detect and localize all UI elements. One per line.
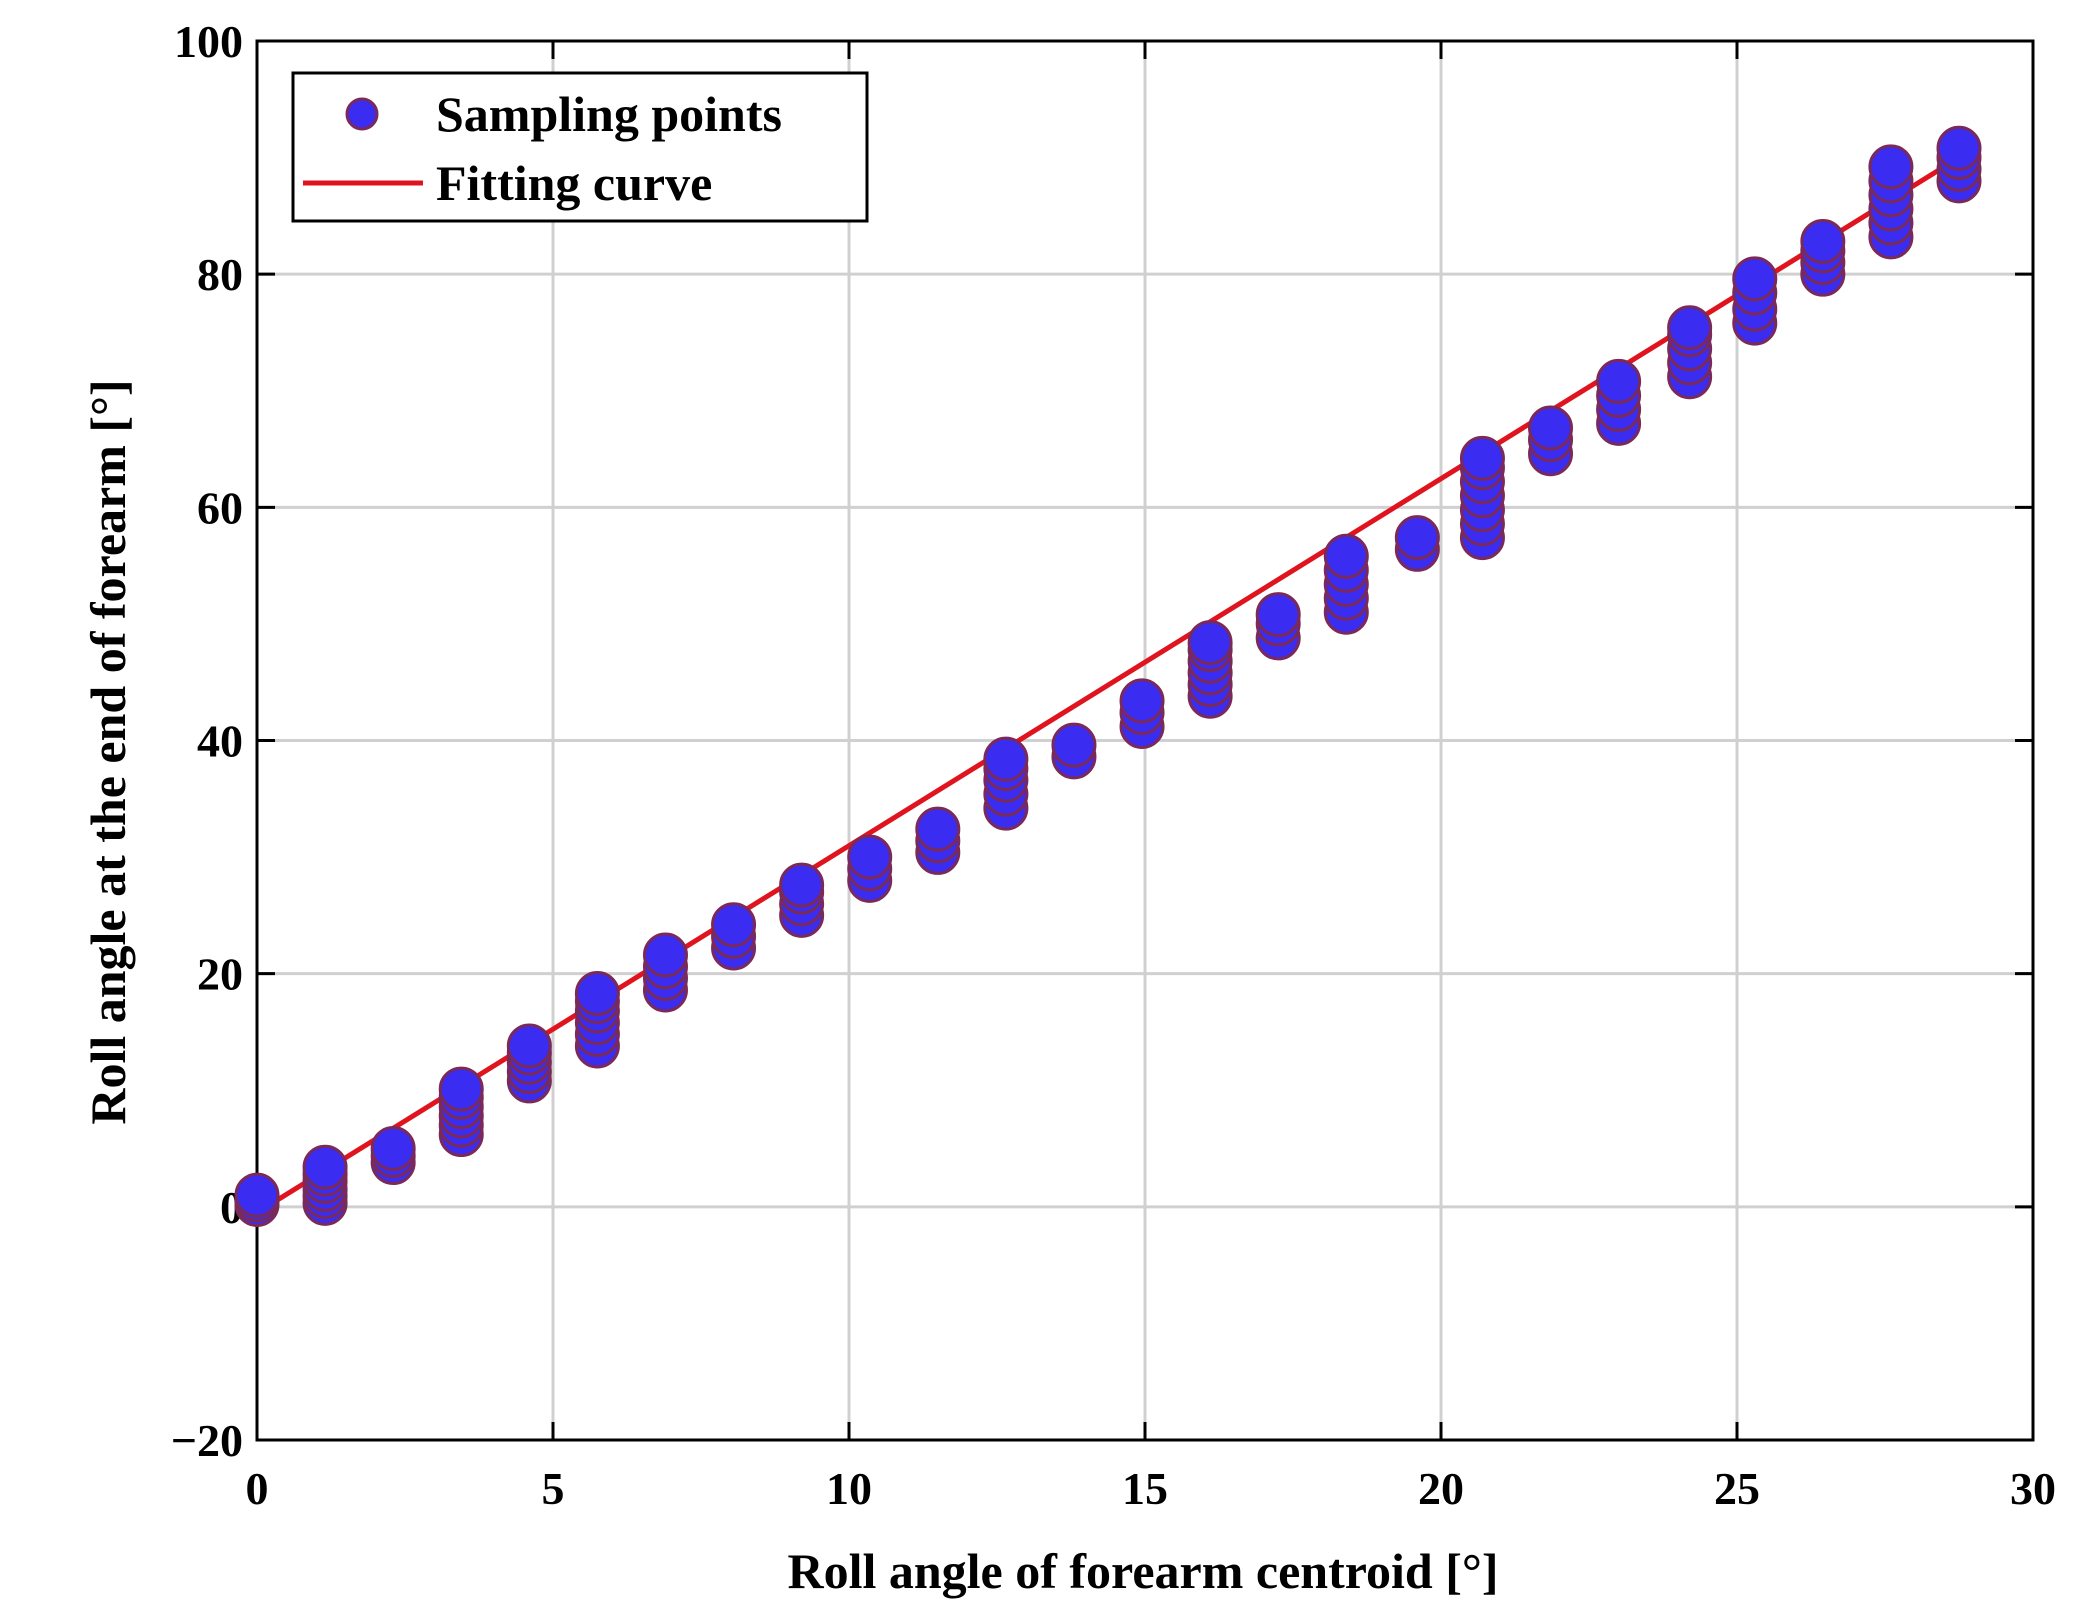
legend-label-fitting-curve: Fitting curve — [436, 155, 712, 211]
sampling-points-series — [234, 125, 1982, 1228]
legend-label-sampling-points: Sampling points — [436, 86, 782, 142]
sampling-point — [779, 862, 825, 908]
y-tick-label: 80 — [197, 249, 243, 300]
sampling-point — [711, 902, 757, 948]
sampling-point — [1051, 722, 1097, 768]
sampling-point — [983, 736, 1029, 782]
x-tick-label: 5 — [542, 1463, 565, 1514]
sampling-point — [1868, 144, 1914, 190]
sampling-point — [574, 970, 620, 1016]
sampling-point — [370, 1126, 416, 1172]
x-tick-label: 10 — [826, 1463, 872, 1514]
y-tick-label: −20 — [171, 1415, 243, 1466]
sampling-point — [302, 1144, 348, 1190]
y-tick-label: 100 — [174, 16, 243, 67]
x-tick-label: 20 — [1418, 1463, 1464, 1514]
sampling-point — [847, 834, 893, 880]
sampling-point — [1459, 435, 1505, 481]
sampling-point — [1596, 358, 1642, 404]
sampling-point — [1732, 256, 1778, 302]
sampling-point — [1528, 405, 1574, 451]
x-tick-label: 15 — [1122, 1463, 1168, 1514]
legend-marker-sampling-points — [345, 97, 379, 131]
sampling-point — [1323, 533, 1369, 579]
sampling-point — [1119, 678, 1165, 724]
sampling-point — [1667, 305, 1713, 351]
sampling-point — [438, 1066, 484, 1112]
y-axis-label: Roll angle at the end of forearm [°] — [80, 379, 136, 1124]
sampling-point — [915, 806, 961, 852]
y-tick-label: 40 — [197, 716, 243, 767]
sampling-point — [1255, 592, 1301, 638]
sampling-point — [1936, 125, 1982, 171]
x-ticks: 0 5 10 15 20 25 30 — [246, 41, 2056, 1514]
sampling-point — [1187, 620, 1233, 666]
x-tick-label: 0 — [246, 1463, 269, 1514]
y-tick-label: 60 — [197, 482, 243, 533]
legend-box — [291, 71, 869, 223]
legend: Sampling points Fitting curve — [291, 71, 869, 223]
x-tick-label: 30 — [2010, 1463, 2056, 1514]
x-tick-label: 25 — [1714, 1463, 1760, 1514]
y-tick-label: 20 — [197, 949, 243, 1000]
x-axis-label: Roll angle of forearm centroid [°] — [787, 1543, 1498, 1599]
sampling-point — [234, 1172, 280, 1218]
sampling-point — [642, 932, 688, 978]
sampling-point — [1800, 219, 1846, 265]
sampling-point — [506, 1023, 552, 1069]
sampling-point — [1394, 515, 1440, 561]
